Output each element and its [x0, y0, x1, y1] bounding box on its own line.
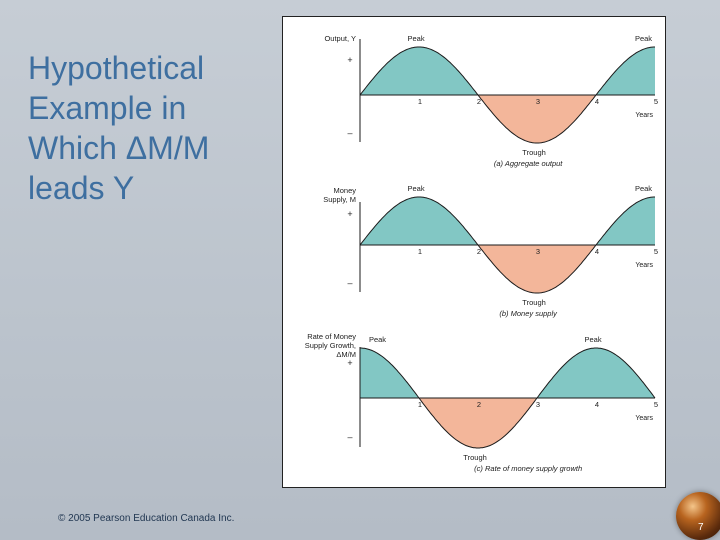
slide-title: Hypothetical Example in Which ΔM/M leads…: [28, 48, 268, 208]
minus-sign-label: –: [347, 278, 352, 288]
x-unit-label: Years: [635, 262, 653, 269]
peak-label: Peak: [635, 184, 652, 193]
x-tick-label: 5: [654, 247, 658, 256]
y-axis-label: Output, Y: [324, 34, 356, 43]
x-tick-label: 4: [595, 400, 599, 409]
contraction-area: [360, 398, 655, 448]
business-cycle-figure: + – Output, Y 1 2 3 4 5 Years Peak Peak Trough (a) A…: [282, 16, 666, 488]
trough-label: Trough: [522, 148, 546, 157]
peak-label: Peak: [369, 335, 386, 344]
x-unit-label: Years: [635, 415, 653, 422]
orb-decoration-icon: [676, 492, 720, 540]
x-tick-label: 3: [536, 97, 540, 106]
x-tick-label: 2: [477, 97, 481, 106]
x-tick-label: 1: [418, 247, 422, 256]
peak-label: Peak: [635, 34, 652, 43]
y-axis-label: Money: [333, 186, 356, 195]
slide-title-line: Which ΔM/M: [28, 130, 210, 166]
panel-caption: (a) Aggregate output: [494, 159, 563, 168]
plus-sign-label: +: [347, 358, 352, 368]
series-line: [359, 196, 655, 294]
series-line: [359, 46, 655, 144]
slide-number-badge: 7: [640, 478, 720, 540]
y-axis-label: Rate of Money: [307, 332, 356, 341]
series-line: [360, 347, 656, 449]
panel-caption: (b) Money supply: [499, 309, 558, 318]
plus-sign-label: +: [347, 55, 352, 65]
x-tick-label: 3: [536, 400, 540, 409]
slide-title-line: Example in: [28, 90, 187, 126]
x-tick-label: 1: [418, 97, 422, 106]
trough-label: Trough: [463, 453, 487, 462]
expansion-area: [360, 47, 655, 95]
contraction-area: [360, 95, 655, 143]
expansion-area: [360, 348, 655, 398]
y-axis-label: ΔM/M: [336, 350, 356, 359]
peak-label: Peak: [407, 184, 424, 193]
x-tick-label: 2: [477, 400, 481, 409]
plus-sign-label: +: [347, 209, 352, 219]
x-tick-label: 5: [654, 97, 658, 106]
x-unit-label: Years: [635, 112, 653, 119]
contraction-area: [360, 245, 655, 293]
peak-label: Peak: [584, 335, 601, 344]
minus-sign-label: –: [347, 128, 352, 138]
x-tick-label: 1: [418, 400, 422, 409]
panel-caption: (c) Rate of money supply growth: [474, 464, 582, 473]
y-axis-label: Supply, M: [323, 195, 356, 204]
x-tick-label: 5: [654, 400, 658, 409]
expansion-area: [360, 197, 655, 245]
copyright-footer: © 2005 Pearson Education Canada Inc.: [58, 513, 235, 524]
x-tick-label: 4: [595, 247, 599, 256]
x-tick-label: 3: [536, 247, 540, 256]
peak-label: Peak: [407, 34, 424, 43]
x-tick-label: 2: [477, 247, 481, 256]
trough-label: Trough: [522, 298, 546, 307]
slide-title-line: leads Y: [28, 170, 135, 206]
x-tick-label: 4: [595, 97, 599, 106]
slide-title-line: Hypothetical: [28, 50, 205, 86]
slide-number: 7: [698, 522, 704, 533]
y-axis-label: Supply Growth,: [305, 341, 356, 350]
minus-sign-label: –: [347, 432, 352, 442]
